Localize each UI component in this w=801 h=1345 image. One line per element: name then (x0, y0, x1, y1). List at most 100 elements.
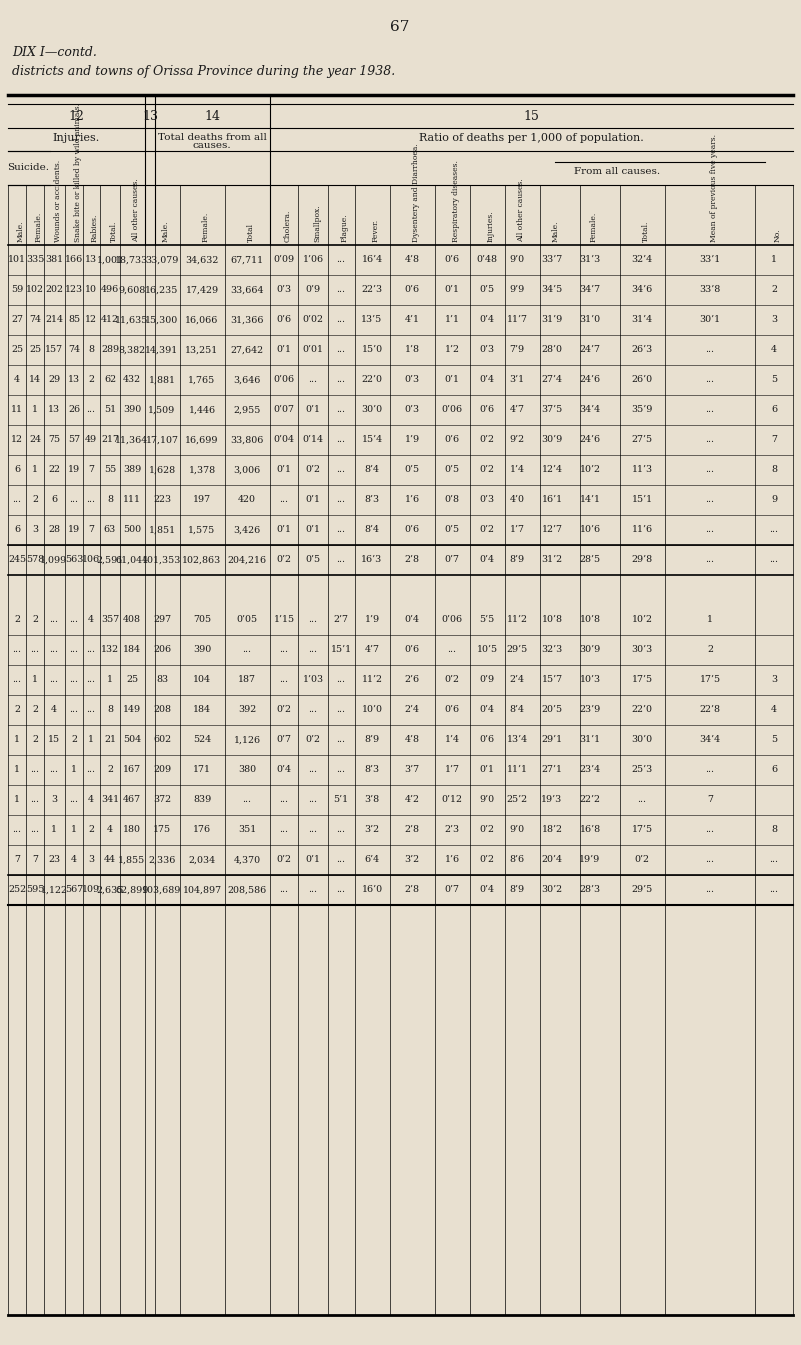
Text: ...: ... (280, 826, 288, 834)
Text: 0’3: 0’3 (276, 285, 292, 295)
Text: 16,699: 16,699 (185, 436, 219, 444)
Text: 149: 149 (123, 706, 141, 714)
Text: 10’6: 10’6 (579, 526, 601, 534)
Text: 33’8: 33’8 (699, 285, 721, 295)
Text: ...: ... (638, 795, 646, 804)
Text: 22’3: 22’3 (361, 285, 383, 295)
Text: 0’1: 0’1 (445, 285, 460, 295)
Text: 19: 19 (68, 526, 80, 534)
Text: 35’9: 35’9 (631, 405, 653, 414)
Text: ...: ... (243, 795, 252, 804)
Text: 4’2: 4’2 (405, 795, 420, 804)
Text: ...: ... (336, 436, 345, 444)
Text: 0’06: 0’06 (441, 405, 462, 414)
Text: 16’4: 16’4 (361, 256, 383, 265)
Text: All other causes.: All other causes. (132, 179, 140, 242)
Text: 10’8: 10’8 (579, 616, 601, 624)
Text: 0’5: 0’5 (445, 526, 460, 534)
Text: 15’0: 15’0 (361, 346, 383, 355)
Text: 33,664: 33,664 (230, 285, 264, 295)
Text: ...: ... (336, 706, 345, 714)
Text: 2,336: 2,336 (148, 855, 175, 865)
Text: 19: 19 (68, 465, 80, 475)
Text: 2: 2 (14, 706, 20, 714)
Text: 209: 209 (153, 765, 171, 775)
Text: ...: ... (280, 885, 288, 894)
Text: ...: ... (336, 736, 345, 745)
Text: 25: 25 (11, 346, 23, 355)
Text: 2: 2 (32, 706, 38, 714)
Text: 15,300: 15,300 (145, 316, 179, 324)
Text: 57: 57 (68, 436, 80, 444)
Text: 31’4: 31’4 (631, 316, 653, 324)
Text: 2: 2 (32, 736, 38, 745)
Text: 21: 21 (104, 736, 116, 745)
Text: 28: 28 (48, 526, 60, 534)
Text: ...: ... (706, 855, 714, 865)
Text: 22’8: 22’8 (699, 706, 721, 714)
Text: 4: 4 (107, 826, 113, 834)
Text: ...: ... (50, 646, 58, 655)
Text: 74: 74 (29, 316, 41, 324)
Text: ...: ... (30, 646, 39, 655)
Text: 0’2: 0’2 (480, 526, 494, 534)
Text: 8: 8 (771, 465, 777, 475)
Text: 0’7: 0’7 (445, 555, 460, 565)
Text: 4: 4 (51, 706, 57, 714)
Text: Total deaths from all: Total deaths from all (158, 133, 267, 143)
Text: 5: 5 (771, 375, 777, 385)
Text: 392: 392 (238, 706, 256, 714)
Text: 420: 420 (238, 495, 256, 504)
Text: 0’06: 0’06 (441, 616, 462, 624)
Text: 167: 167 (123, 765, 141, 775)
Text: 0’2: 0’2 (480, 826, 494, 834)
Text: 4’8: 4’8 (405, 736, 420, 745)
Text: 29’5: 29’5 (631, 885, 653, 894)
Text: 15: 15 (524, 109, 539, 122)
Text: 1’8: 1’8 (405, 346, 420, 355)
Text: 20’5: 20’5 (541, 706, 562, 714)
Text: Fever.: Fever. (372, 219, 380, 242)
Text: 1: 1 (14, 795, 20, 804)
Text: 0’1: 0’1 (445, 375, 460, 385)
Text: 12: 12 (85, 316, 97, 324)
Text: 0’1: 0’1 (305, 405, 320, 414)
Text: 1: 1 (32, 405, 38, 414)
Text: 2: 2 (71, 736, 77, 745)
Text: 0’2: 0’2 (276, 555, 292, 565)
Text: 31’3: 31’3 (579, 256, 601, 265)
Text: 1,628: 1,628 (148, 465, 175, 475)
Text: 2: 2 (771, 285, 777, 295)
Text: 0’6: 0’6 (405, 526, 420, 534)
Text: 1,122: 1,122 (41, 885, 67, 894)
Text: From all causes.: From all causes. (574, 167, 660, 175)
Text: 15’1: 15’1 (331, 646, 352, 655)
Text: Cholera.: Cholera. (284, 210, 292, 242)
Text: 4: 4 (71, 855, 77, 865)
Text: 578: 578 (26, 555, 44, 565)
Text: 204,216: 204,216 (227, 555, 267, 565)
Text: 0’4: 0’4 (480, 375, 494, 385)
Text: 49: 49 (85, 436, 97, 444)
Text: 705: 705 (193, 616, 211, 624)
Text: ...: ... (87, 495, 95, 504)
Text: 12: 12 (11, 436, 23, 444)
Text: 30’3: 30’3 (631, 646, 653, 655)
Text: 55: 55 (104, 465, 116, 475)
Text: 33’7: 33’7 (541, 256, 562, 265)
Text: 0’2: 0’2 (276, 855, 292, 865)
Text: 12’4: 12’4 (541, 465, 562, 475)
Text: 13: 13 (142, 109, 158, 122)
Text: 32’3: 32’3 (541, 646, 562, 655)
Text: 25’3: 25’3 (631, 765, 653, 775)
Text: 500: 500 (123, 526, 141, 534)
Text: 5’5: 5’5 (479, 616, 495, 624)
Text: 0’1: 0’1 (305, 495, 320, 504)
Text: 1’9: 1’9 (364, 616, 380, 624)
Text: 0’04: 0’04 (273, 436, 295, 444)
Text: 30’9: 30’9 (579, 646, 601, 655)
Text: 8’9: 8’9 (364, 736, 380, 745)
Text: 0’7: 0’7 (445, 885, 460, 894)
Text: 1’4: 1’4 (445, 736, 460, 745)
Text: 11,364: 11,364 (115, 436, 149, 444)
